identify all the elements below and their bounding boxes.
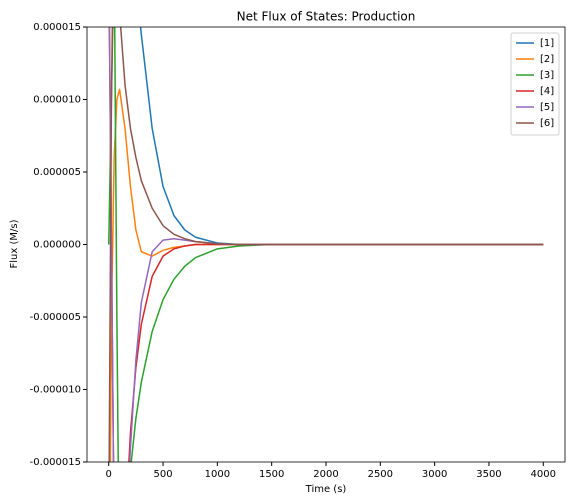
legend-label: [4]	[540, 86, 554, 97]
x-tick-label: 2500	[368, 469, 393, 480]
x-axis-label: Time (s)	[305, 484, 347, 495]
y-tick-label: -0.000015	[30, 457, 81, 468]
x-tick-label: 1000	[205, 469, 230, 480]
x-tick-label: 0	[106, 469, 112, 480]
y-axis-label: Flux (M/s)	[9, 219, 20, 268]
y-tick-label: 0.000005	[33, 167, 81, 178]
legend-label: [2]	[540, 54, 554, 65]
x-tick-label: 500	[153, 469, 172, 480]
legend-label: [6]	[540, 118, 554, 129]
y-tick-label: 0.000000	[33, 240, 81, 251]
x-tick-label: 4000	[531, 469, 556, 480]
series-line	[108, 27, 544, 462]
x-tick-label: 3500	[476, 469, 501, 480]
y-tick-label: -0.000005	[30, 312, 81, 323]
legend-label: [5]	[540, 102, 554, 113]
y-tick-label: -0.000010	[30, 385, 81, 396]
x-tick-label: 3000	[422, 469, 447, 480]
y-tick-label: 0.000015	[33, 22, 81, 33]
x-tick-label: 1500	[259, 469, 284, 480]
chart-title: Net Flux of States: Production	[237, 10, 416, 24]
lines	[107, 27, 544, 462]
legend-label: [3]	[540, 70, 554, 81]
axes-frame	[86, 26, 566, 463]
x-tick-label: 2000	[313, 469, 338, 480]
y-tick-label: 0.000010	[33, 95, 81, 106]
legend-label: [1]	[540, 38, 554, 49]
